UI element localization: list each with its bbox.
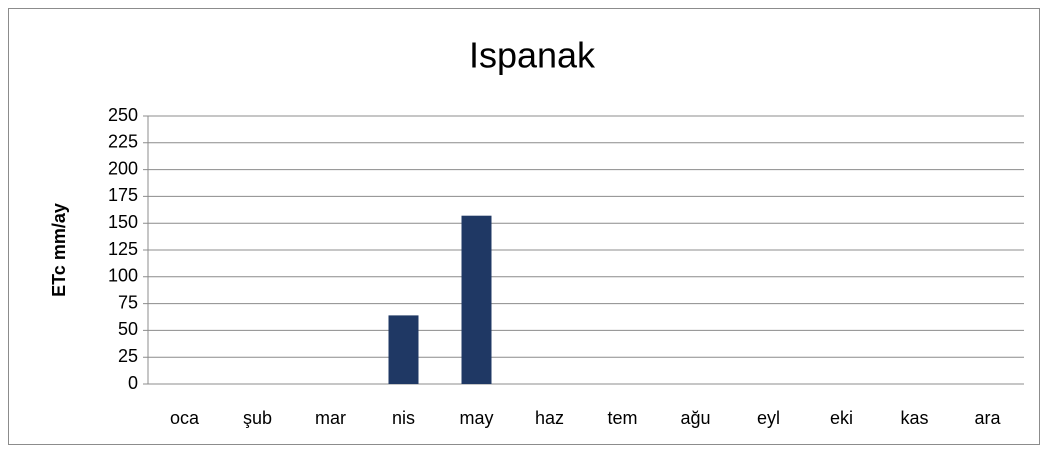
x-tick-label: şub — [243, 408, 272, 428]
y-tick-label: 0 — [128, 373, 138, 393]
y-tick-label: 100 — [108, 266, 138, 286]
y-tick-label: 200 — [108, 158, 138, 178]
x-tick-label: eki — [830, 408, 853, 428]
chart-title: Ispanak — [469, 35, 596, 76]
bar — [461, 215, 492, 384]
x-tick-label: nis — [392, 408, 415, 428]
y-axis-label: ETc mm/ay — [49, 203, 69, 297]
x-tick-label: eyl — [757, 408, 780, 428]
x-tick-label: ağu — [680, 408, 710, 428]
x-tick-label: ara — [974, 408, 1001, 428]
y-tick-label: 225 — [108, 132, 138, 152]
bar — [388, 315, 419, 384]
x-tick-label: mar — [315, 408, 346, 428]
y-tick-label: 75 — [118, 292, 138, 312]
y-tick-label: 150 — [108, 212, 138, 232]
y-tick-label: 250 — [108, 105, 138, 125]
x-tick-label: may — [459, 408, 493, 428]
x-tick-label: kas — [900, 408, 928, 428]
y-tick-label: 175 — [108, 185, 138, 205]
x-tick-label: tem — [607, 408, 637, 428]
y-tick-label: 25 — [118, 346, 138, 366]
chart-frame — [8, 8, 1040, 445]
x-tick-label: oca — [170, 408, 200, 428]
y-tick-label: 50 — [118, 319, 138, 339]
x-tick-label: haz — [535, 408, 564, 428]
y-tick-label: 125 — [108, 239, 138, 259]
